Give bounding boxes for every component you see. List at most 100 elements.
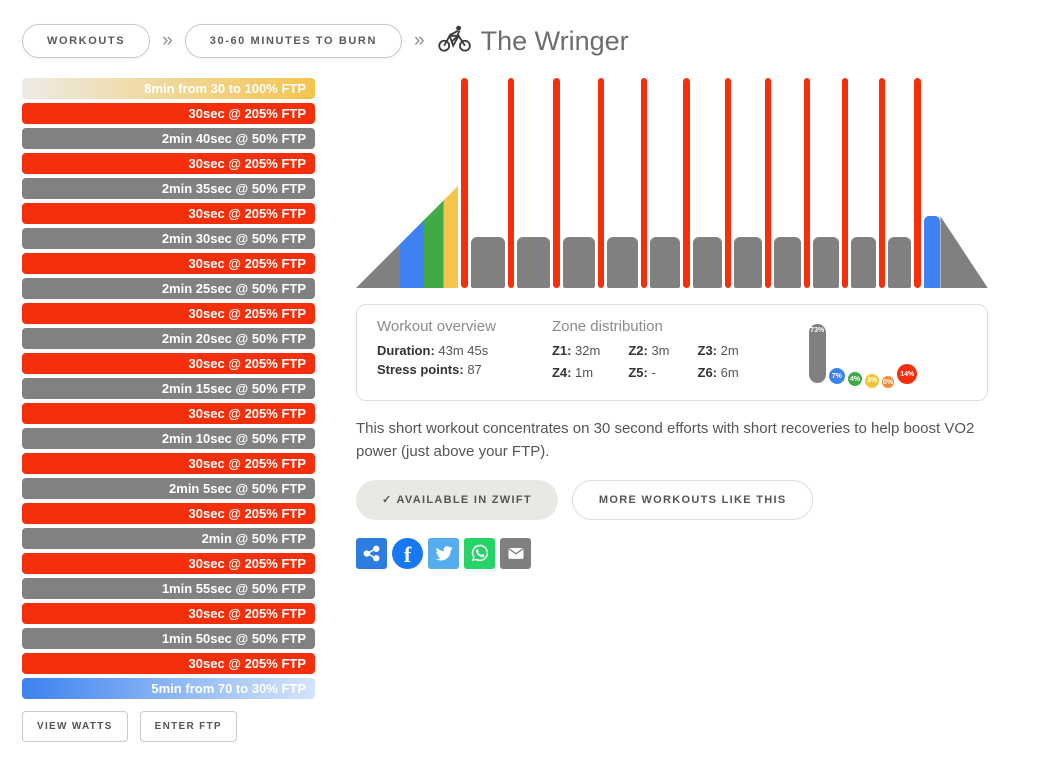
more-workouts-button[interactable]: MORE WORKOUTS LIKE THIS (571, 479, 814, 520)
zone-bubble-z2: 7% (828, 368, 845, 385)
chart-segment-work (803, 78, 811, 288)
breadcrumb-collection-button[interactable]: 30-60 MINUTES TO BURN (184, 24, 403, 58)
view-watts-button[interactable]: VIEW WATTS (22, 711, 128, 742)
zone-bubble-z5: 0% (882, 376, 895, 388)
chart-segment-work (461, 78, 468, 288)
zone-stat: Z5: - (628, 365, 656, 380)
interval-bar: 30sec @ 205% FTP (22, 303, 315, 324)
chart-segment-recovery (692, 236, 722, 288)
workout-chart (356, 78, 988, 288)
zone-distribution-chart: 73% 7% 4% 3% 0% 14% (808, 318, 918, 390)
twitter-bird-glyph (435, 546, 452, 561)
duration-value: 43m 45s (438, 343, 489, 358)
interval-bar: 1min 55sec @ 50% FTP (22, 578, 315, 599)
chart-segment-recovery (887, 236, 912, 288)
chart-segment-work (841, 78, 849, 288)
interval-bar: 1min 50sec @ 50% FTP (22, 628, 315, 649)
interval-bar: 30sec @ 205% FTP (22, 453, 315, 474)
zone-stat: Z2: 3m (628, 343, 670, 358)
breadcrumb-separator: » (414, 30, 425, 51)
interval-bar: 30sec @ 205% FTP (22, 103, 315, 124)
interval-bar: 30sec @ 205% FTP (22, 653, 315, 674)
chart-segment-work (724, 78, 731, 288)
interval-bar: 2min 10sec @ 50% FTP (22, 428, 315, 449)
action-buttons: ✓ AVAILABLE IN ZWIFT MORE WORKOUTS LIKE … (356, 479, 988, 520)
twitter-share-icon[interactable] (428, 537, 459, 569)
facebook-f-glyph: f (403, 542, 412, 567)
email-share-icon[interactable] (500, 537, 531, 569)
chart-segment-recovery (517, 236, 551, 288)
chart-segment-work (683, 78, 690, 288)
zone-stat: Z3: 2m (697, 343, 739, 358)
stress-row: Stress points: 87 (377, 362, 496, 377)
interval-bar: 30sec @ 205% FTP (22, 503, 315, 524)
cyclist-icon (437, 25, 473, 57)
chart-segment-work (914, 78, 921, 288)
chart-segment-recovery (851, 236, 876, 288)
zone-bubble-z1: 73% (808, 324, 826, 384)
interval-bar: 2min 35sec @ 50% FTP (22, 178, 315, 199)
overview-panel: Workout overview Duration: 43m 45s Stres… (356, 304, 988, 401)
chart-segment-work (597, 78, 605, 288)
chart-segment-work (641, 78, 648, 288)
zone-stat: Z6: 6m (697, 365, 739, 380)
available-in-zwift-button[interactable]: ✓ AVAILABLE IN ZWIFT (356, 479, 558, 520)
stress-value: 87 (467, 362, 482, 377)
interval-bar: 2min 30sec @ 50% FTP (22, 228, 315, 249)
chart-segment-rampdown (923, 216, 988, 288)
workout-description: This short workout concentrates on 30 se… (356, 420, 975, 461)
interval-bar: 30sec @ 205% FTP (22, 153, 315, 174)
chart-segment-recovery (733, 236, 762, 288)
overview-column: Workout overview Duration: 43m 45s Stres… (377, 318, 496, 390)
stress-label: Stress points: (377, 362, 464, 377)
rampdown-gray-wedge (940, 216, 988, 288)
facebook-share-icon[interactable]: f (392, 537, 423, 569)
overview-heading: Workout overview (377, 318, 496, 335)
sidebar-actions: VIEW WATTS ENTER FTP (22, 711, 315, 742)
interval-bar: 30sec @ 205% FTP (22, 603, 315, 624)
chart-segment-rampup (356, 185, 459, 288)
breadcrumb-separator: » (162, 30, 173, 51)
whatsapp-glyph (471, 544, 488, 562)
page-title: The Wringer (480, 25, 629, 56)
duration-label: Duration: (377, 343, 435, 358)
zone-distribution-heading: Zone distribution (551, 318, 663, 335)
zone-grid: Z1: 32m Z2: 3m Z3: 2m Z4: 1m Z5: - Z6: 6m (552, 343, 739, 380)
interval-bar: 2min 15sec @ 50% FTP (22, 378, 315, 399)
interval-bar: 2min 25sec @ 50% FTP (22, 278, 315, 299)
chart-segment-work (507, 78, 515, 288)
interval-bar: 8min from 30 to 100% FTP (22, 78, 315, 99)
rampdown-blue-block (923, 216, 941, 288)
share-row: f (356, 537, 988, 569)
interval-bar: 2min 40sec @ 50% FTP (22, 128, 315, 149)
breadcrumb-workouts-button[interactable]: WORKOUTS (22, 24, 151, 58)
chart-segment-recovery (470, 236, 505, 288)
enter-ftp-button[interactable]: ENTER FTP (139, 711, 237, 742)
generic-share-icon[interactable] (356, 537, 387, 569)
interval-bar: 2min 5sec @ 50% FTP (22, 478, 315, 499)
zone-column: Zone distribution Z1: 32m Z2: 3m Z3: 2m Z4:… (552, 318, 739, 390)
chart-segment-recovery (607, 236, 639, 288)
zone-bubble-z4: 3% (865, 374, 880, 388)
interval-bar: 30sec @ 205% FTP (22, 253, 315, 274)
zone-bubble-z3: 4% (847, 372, 863, 387)
zone-bubble-z6: 14% (897, 364, 918, 385)
chart-segment-recovery (813, 236, 839, 288)
duration-row: Duration: 43m 45s (377, 343, 496, 358)
interval-list: 8min from 30 to 100% FTP 30sec @ 205% FTP… (22, 78, 315, 699)
chart-segment-recovery (774, 236, 801, 288)
chart-segment-recovery (650, 236, 681, 288)
interval-bar: 30sec @ 205% FTP (22, 203, 315, 224)
chart-segment-work (764, 78, 771, 288)
title-group: The Wringer (437, 25, 629, 57)
interval-sidebar: 8min from 30 to 100% FTP 30sec @ 205% FTP… (22, 78, 315, 742)
interval-bar: 30sec @ 205% FTP (22, 353, 315, 374)
interval-bar: 2min @ 50% FTP (22, 528, 315, 549)
breadcrumb: WORKOUTS » 30-60 MINUTES TO BURN » The W… (0, 0, 1056, 58)
envelope-glyph (508, 548, 523, 559)
chart-segment-work (553, 78, 560, 288)
whatsapp-share-icon[interactable] (464, 537, 495, 569)
zone-stat: Z4: 1m (551, 365, 594, 380)
interval-bar: 30sec @ 205% FTP (22, 403, 315, 424)
chart-segment-work (878, 78, 885, 288)
